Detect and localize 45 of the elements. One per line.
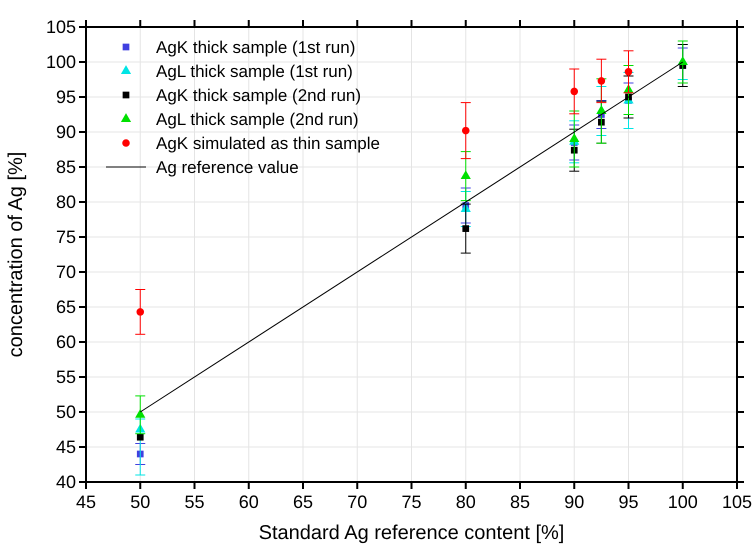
point xyxy=(462,126,470,134)
y-tick-label: 40 xyxy=(56,472,76,492)
x-tick-label: 45 xyxy=(76,492,96,512)
y-tick-label: 65 xyxy=(56,297,76,317)
x-tick-label: 60 xyxy=(238,492,259,512)
point xyxy=(136,308,144,316)
y-tick-label: 70 xyxy=(56,262,76,282)
x-tick-label: 50 xyxy=(130,492,150,512)
y-tick-label: 45 xyxy=(56,437,76,457)
point xyxy=(462,225,470,232)
y-tick-label: 90 xyxy=(56,122,76,142)
x-tick-label: 75 xyxy=(401,492,422,512)
y-tick-label: 50 xyxy=(56,402,76,422)
legend-label: AgK thick sample (1st run) xyxy=(156,38,356,57)
point xyxy=(135,408,146,418)
x-tick-label: 100 xyxy=(668,492,698,512)
legend-label: AgL thick sample (1st run) xyxy=(156,62,353,81)
y-tick-label: 80 xyxy=(56,192,76,212)
y-tick-label: 75 xyxy=(56,227,76,247)
legend-label: AgK thick sample (2nd run) xyxy=(156,86,362,105)
x-tick-label: 95 xyxy=(618,492,639,512)
point xyxy=(569,133,580,142)
y-axis-title: concentration of Ag [%] xyxy=(5,152,27,358)
y-tick-label: 105 xyxy=(46,17,76,37)
y-tick-label: 55 xyxy=(56,367,76,387)
x-tick-label: 70 xyxy=(347,492,368,512)
x-tick-label: 55 xyxy=(184,492,205,512)
x-tick-label: 105 xyxy=(722,492,752,512)
point xyxy=(624,68,632,76)
legend-label: AgL thick sample (2nd run) xyxy=(156,110,359,129)
point xyxy=(136,434,144,441)
x-tick-label: 90 xyxy=(564,492,584,512)
point xyxy=(570,88,578,96)
point xyxy=(598,77,606,85)
legend-label: Ag reference value xyxy=(156,158,299,177)
legend-label: AgK simulated as thin sample xyxy=(156,134,380,153)
x-tick-label: 85 xyxy=(510,492,530,512)
x-axis-title: Standard Ag reference content [%] xyxy=(258,522,564,544)
x-tick-label: 65 xyxy=(292,492,314,512)
y-tick-label: 95 xyxy=(56,87,76,107)
y-tick-label: 100 xyxy=(46,52,76,72)
x-tick-label: 80 xyxy=(456,492,476,512)
y-tick-label: 85 xyxy=(56,157,76,177)
y-tick-label: 60 xyxy=(56,332,76,352)
point xyxy=(460,170,471,180)
